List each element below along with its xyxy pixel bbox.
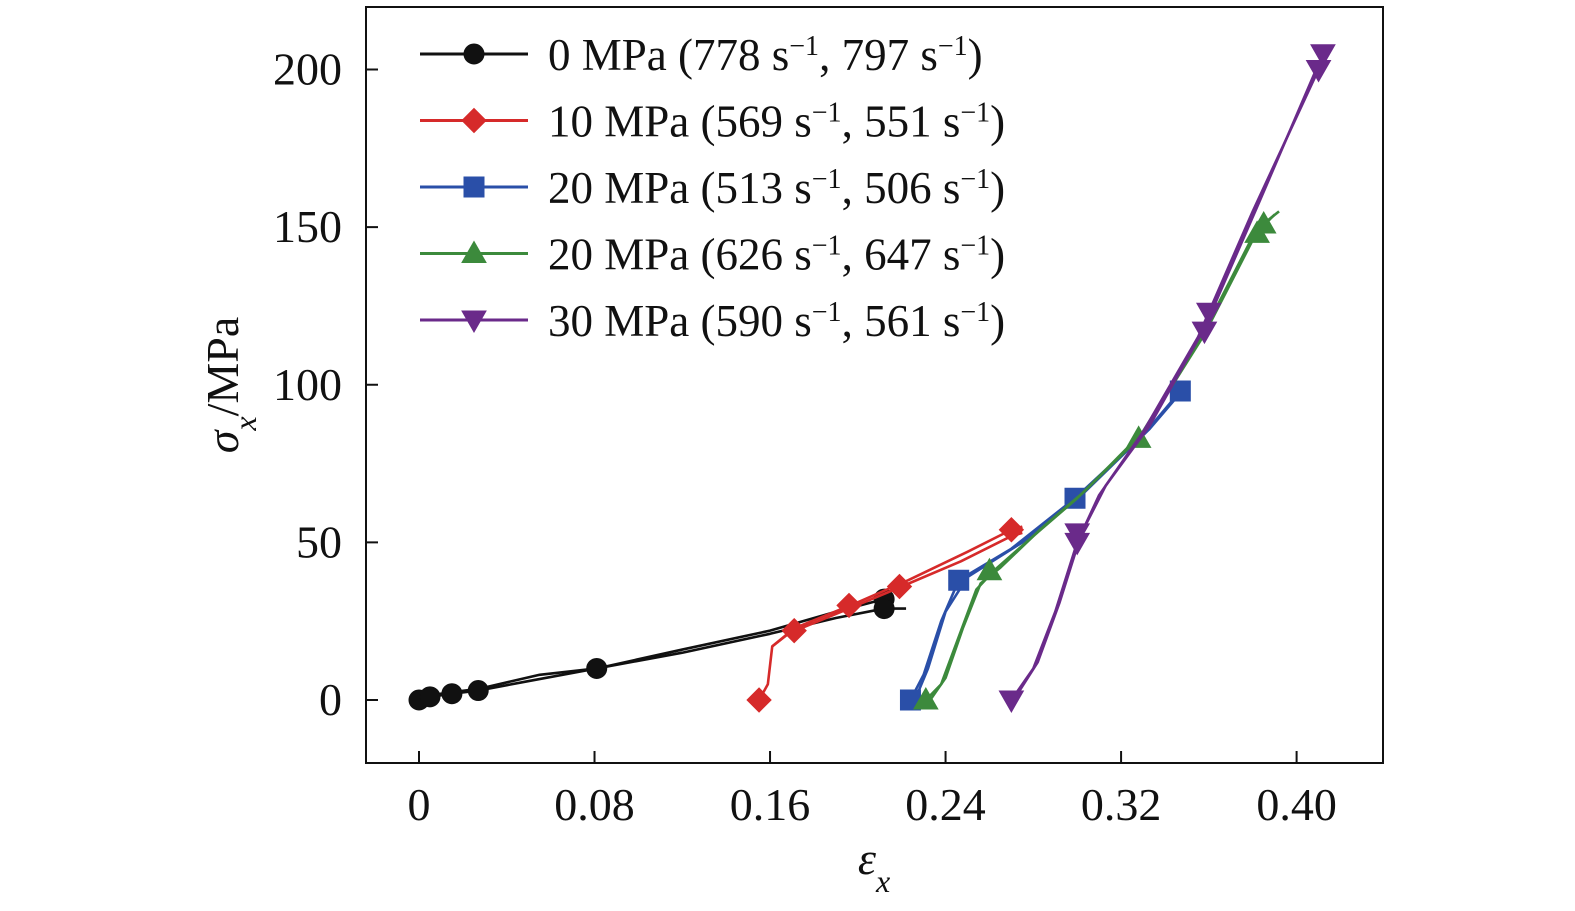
data-point — [1169, 380, 1191, 402]
x-tick-label: 0.08 — [554, 779, 635, 830]
series-4 — [998, 44, 1336, 714]
legend-item: 10 MPa (569 s−1, 551 s−1) — [420, 97, 1005, 147]
y-tick-label: 150 — [273, 201, 342, 252]
data-point — [912, 686, 939, 710]
series-line — [1010, 68, 1320, 701]
data-point — [976, 557, 1003, 581]
data-point — [781, 617, 807, 644]
legend-marker — [463, 43, 485, 65]
data-point — [746, 687, 772, 713]
legend: 0 MPa (778 s−1, 797 s−1) 10 MPa (569 s−1,… — [420, 30, 1005, 346]
y-axis-ticks: 0 50 100 150 200 — [273, 44, 378, 725]
x-axis-ticks: 0 0.08 0.16 0.24 0.32 0.40 — [408, 751, 1337, 830]
legend-label: 10 MPa (569 s−1, 551 s−1) — [548, 97, 1005, 147]
y-tick-label: 0 — [319, 674, 342, 725]
data-point — [998, 517, 1025, 543]
x-tick-label: 0.40 — [1256, 779, 1337, 830]
data-point — [873, 598, 895, 620]
data-point — [899, 689, 921, 711]
data-point — [586, 657, 608, 679]
series-3 — [912, 210, 1280, 710]
legend-label: 0 MPa (778 s−1, 797 s−1) — [548, 30, 983, 80]
y-tick-label: 50 — [296, 516, 342, 567]
series-layer — [408, 44, 1336, 714]
data-point — [441, 683, 463, 705]
legend-label: 20 MPa (626 s−1, 647 s−1) — [548, 230, 1005, 280]
data-point — [998, 690, 1025, 714]
x-tick-label: 0.24 — [905, 779, 986, 830]
legend-label: 30 MPa (590 s−1, 561 s−1) — [548, 296, 1005, 346]
data-point — [419, 686, 441, 708]
legend-item: 20 MPa (513 s−1, 506 s−1) — [420, 163, 1005, 213]
legend-marker — [461, 240, 487, 263]
x-axis-title: εx — [858, 833, 890, 899]
data-point — [1191, 321, 1218, 345]
data-point — [1195, 302, 1222, 326]
legend-marker — [463, 176, 485, 198]
legend-item: 20 MPa (626 s−1, 647 s−1) — [420, 230, 1005, 280]
series-line — [929, 210, 1280, 701]
legend-label: 20 MPa (513 s−1, 506 s−1) — [548, 163, 1005, 213]
y-axis-title: σx/MPa — [197, 317, 263, 454]
series-line — [418, 597, 885, 702]
data-point — [467, 680, 489, 702]
x-tick-label: 0.16 — [730, 779, 811, 830]
data-point — [886, 573, 913, 600]
y-tick-label: 200 — [273, 44, 342, 95]
series-0 — [408, 588, 907, 711]
data-point — [1064, 523, 1091, 546]
data-point — [1310, 44, 1336, 67]
data-point — [836, 592, 862, 619]
x-tick-label: 0.32 — [1081, 779, 1162, 830]
data-point — [1305, 60, 1332, 83]
legend-item: 30 MPa (590 s−1, 561 s−1) — [420, 296, 1005, 346]
x-tick-label: 0 — [408, 779, 431, 830]
data-point — [1250, 210, 1277, 234]
data-point — [948, 569, 970, 591]
series-line — [1012, 53, 1325, 701]
y-tick-label: 100 — [273, 359, 342, 410]
legend-marker — [461, 107, 487, 134]
legend-item: 0 MPa (778 s−1, 797 s−1) — [420, 30, 983, 80]
legend-marker — [461, 310, 487, 334]
series-1 — [746, 517, 1025, 713]
